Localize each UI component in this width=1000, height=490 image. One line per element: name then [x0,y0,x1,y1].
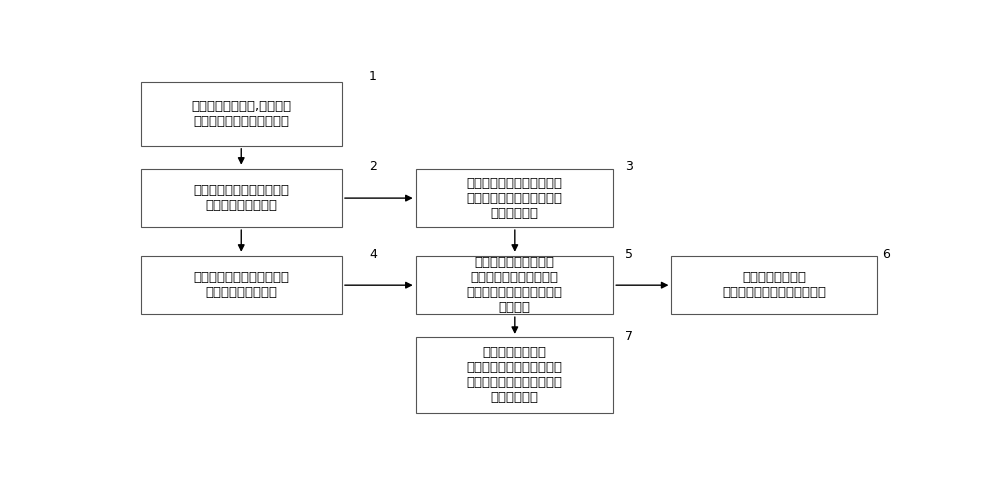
Text: 4: 4 [369,247,377,261]
Text: 6: 6 [882,247,890,261]
Text: 1: 1 [369,71,377,83]
FancyBboxPatch shape [140,256,342,314]
Text: 2: 2 [369,160,377,173]
Text: 在满足热力调度指令的情况
下，根据热力调度指令确定
电力调度指令: 在满足热力调度指令的情况 下，根据热力调度指令确定 电力调度指令 [466,176,562,220]
Text: 若天然气调度指令
不满足燃气调度要求，此流
程中止，可以由燃气调度方
发起其他流程: 若天然气调度指令 不满足燃气调度要求，此流 程中止，可以由燃气调度方 发起其他流… [466,346,562,404]
Text: 确定热力调度指令,热力调度
方输入的降温后的供热计划: 确定热力调度指令,热力调度 方输入的降温后的供热计划 [191,100,291,128]
Text: 7: 7 [625,330,633,343]
FancyBboxPatch shape [140,82,342,146]
Text: 5: 5 [625,247,633,261]
FancyBboxPatch shape [416,169,613,227]
FancyBboxPatch shape [671,256,877,314]
Text: 通过平台信箱提醒电力调度
方查看热力调度指令: 通过平台信箱提醒电力调度 方查看热力调度指令 [193,184,289,212]
Text: 根据热力调度指令和电
力调度指令确定的热、电
负荷分配方案，确定天然气
调度指令: 根据热力调度指令和电 力调度指令确定的热、电 负荷分配方案，确定天然气 调度指令 [466,256,562,314]
FancyBboxPatch shape [140,169,342,227]
FancyBboxPatch shape [416,256,613,314]
Text: 若天然气调度指令
满足燃气调度要求，流程结束: 若天然气调度指令 满足燃气调度要求，流程结束 [722,271,826,299]
Text: 3: 3 [625,160,633,173]
Text: 通过平台信箱提醒燃气调度
方查看电力调度指令: 通过平台信箱提醒燃气调度 方查看电力调度指令 [193,271,289,299]
FancyBboxPatch shape [416,338,613,413]
